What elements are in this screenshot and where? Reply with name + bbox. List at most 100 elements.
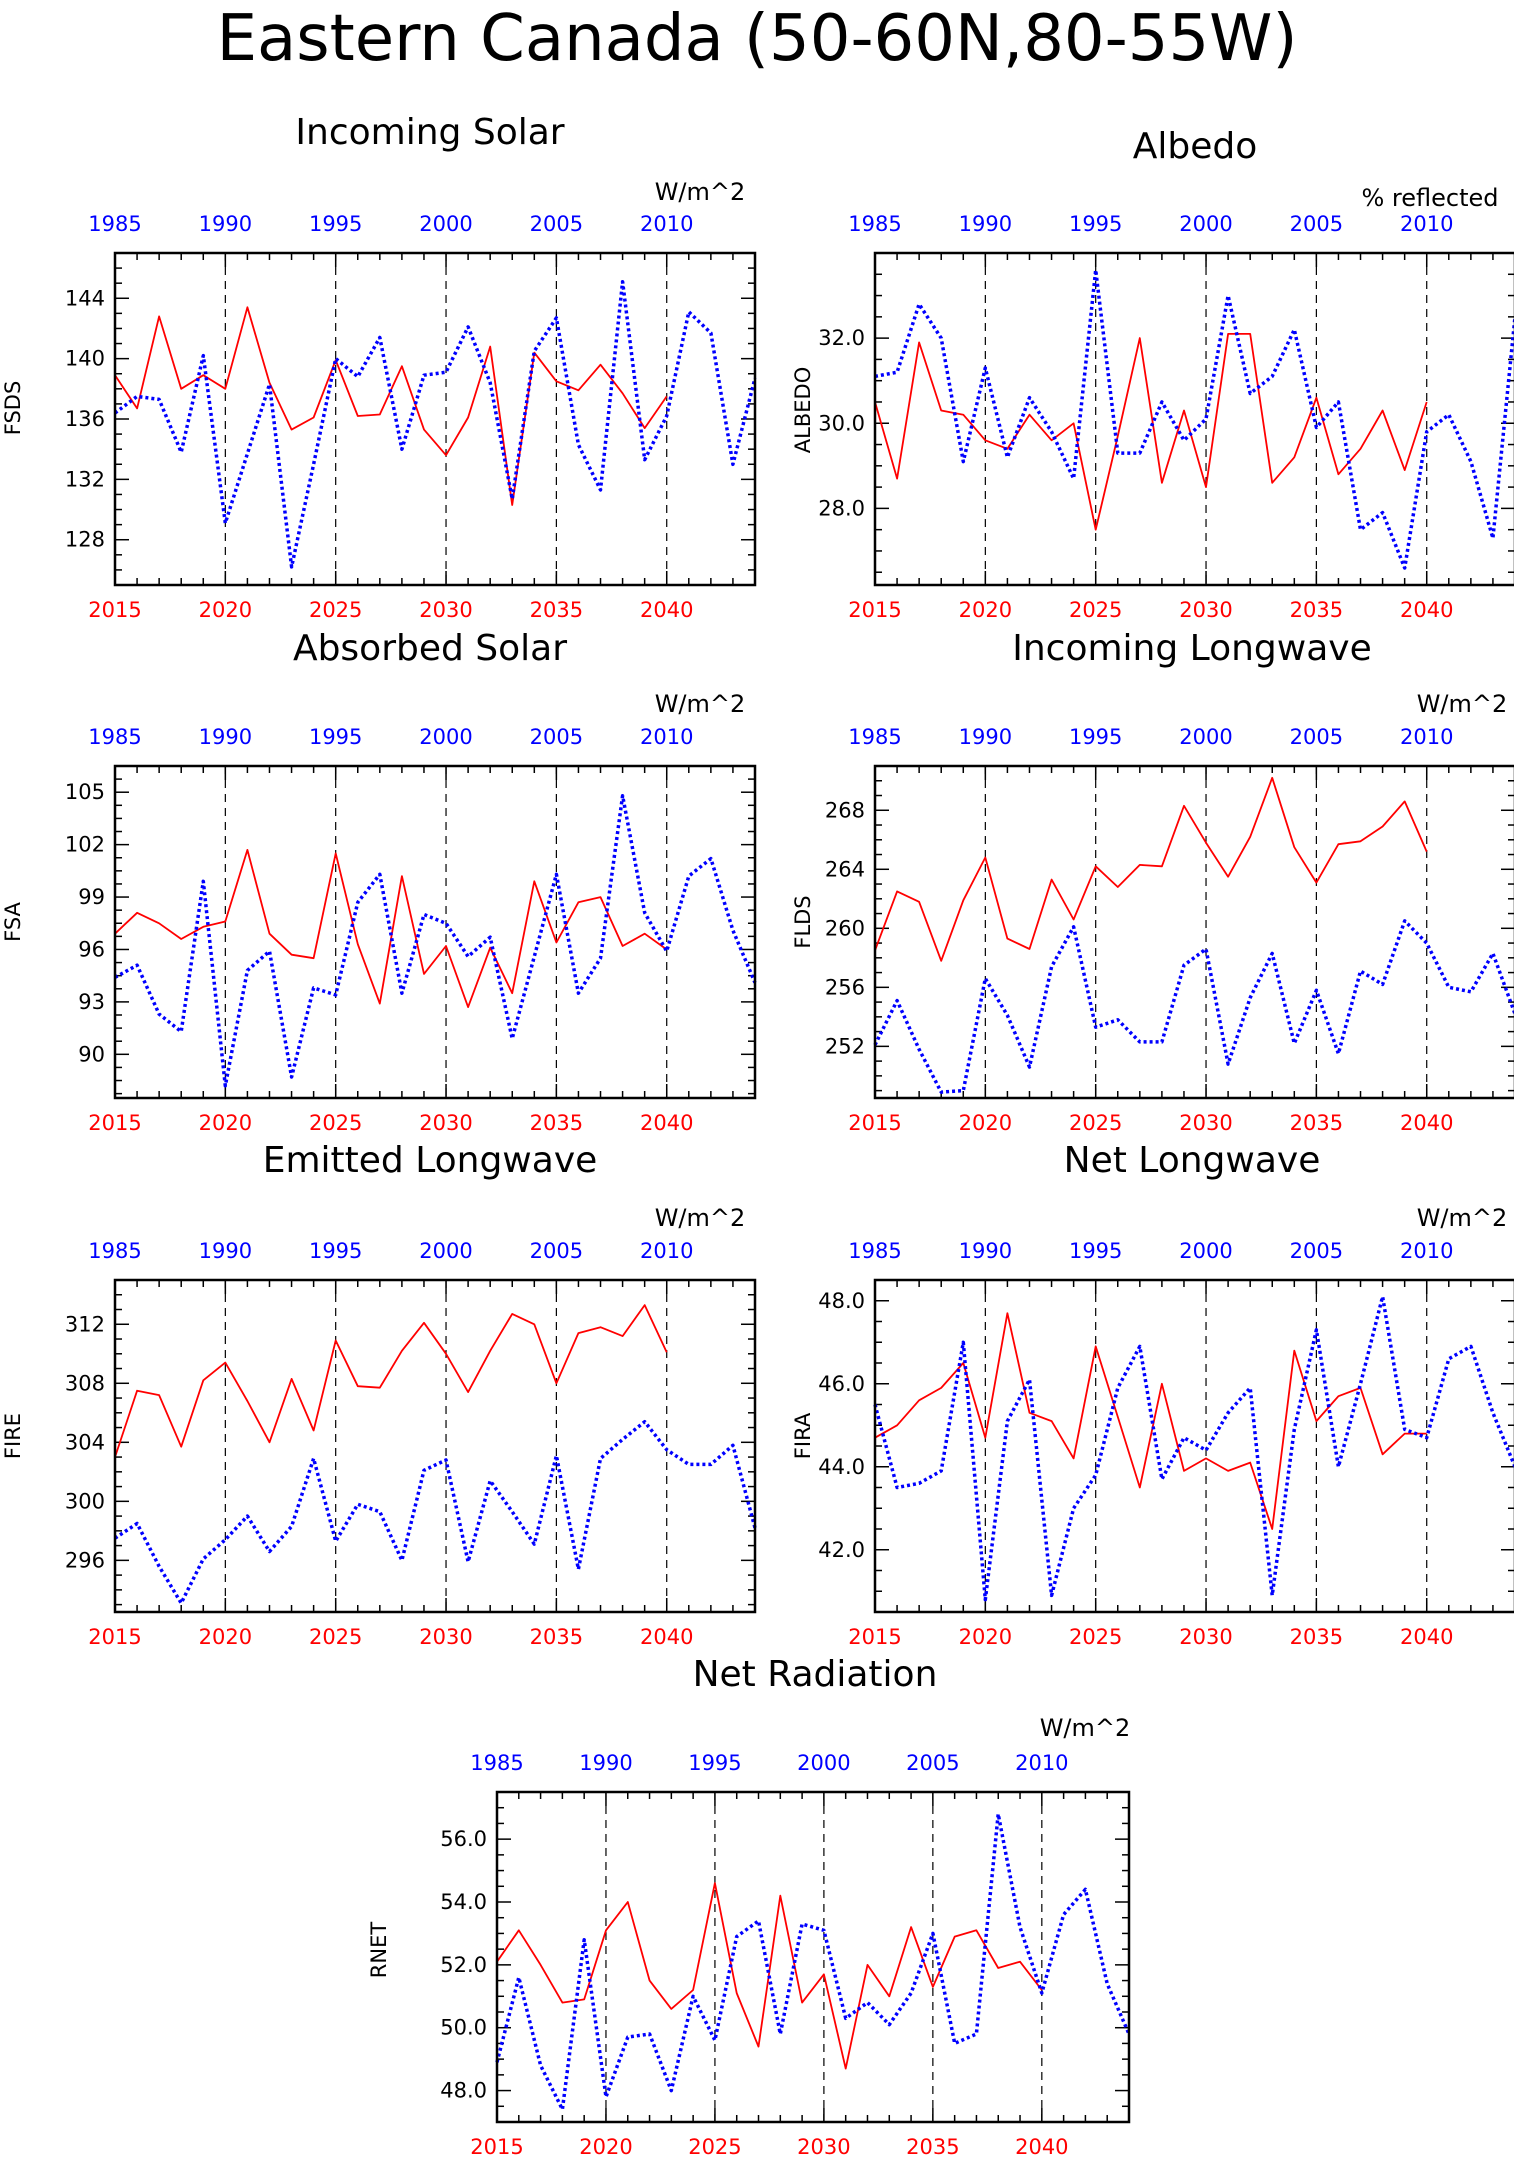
plot-frame (873, 1278, 1514, 1614)
y-axis-label: FIRA (791, 1412, 815, 1459)
y-tick-label: 312 (65, 1312, 105, 1336)
x-tick-label-future: 2025 (309, 598, 362, 622)
units-label: % reflected (1361, 184, 1498, 212)
y-axis-label: FSA (1, 901, 25, 941)
y-tick-label: 102 (65, 833, 105, 857)
x-tick-label-historical: 1985 (848, 212, 901, 236)
y-tick-label: 46.0 (818, 1372, 865, 1396)
series-line-historical (874, 268, 1514, 570)
y-axis-label: ALBEDO (791, 367, 815, 453)
units-label: W/m^2 (655, 690, 746, 718)
y-tick-label: 132 (65, 467, 105, 491)
x-tick-label-future: 2025 (1069, 1111, 1122, 1135)
x-tick-label-future: 2040 (640, 1111, 693, 1135)
x-tick-label-future: 2015 (88, 1111, 141, 1135)
x-tick-label-historical: 1990 (579, 1751, 632, 1775)
y-tick-label: 42.0 (818, 1538, 865, 1562)
x-tick-label-historical: 1990 (199, 725, 252, 749)
x-tick-label-future: 2040 (1400, 1111, 1453, 1135)
x-tick-label-future: 2040 (1400, 1625, 1453, 1649)
x-tick-label-historical: 2000 (419, 212, 472, 236)
x-tick-label-future: 2035 (530, 598, 583, 622)
y-tick-label: 54.0 (440, 1890, 487, 1914)
y-tick-label: 44.0 (818, 1455, 865, 1479)
y-tick-label: 308 (65, 1371, 105, 1395)
panel-title: Emitted Longwave (263, 1140, 598, 1181)
x-tick-label-future: 2030 (419, 598, 472, 622)
y-tick-label: 144 (65, 286, 105, 310)
x-tick-label-future: 2015 (848, 1111, 901, 1135)
x-tick-label-historical: 2010 (640, 212, 693, 236)
units-label: W/m^2 (1417, 1204, 1508, 1232)
x-tick-label-future: 2025 (1069, 1625, 1122, 1649)
x-tick-label-future: 2030 (1179, 1625, 1232, 1649)
x-tick-label-historical: 2005 (530, 725, 583, 749)
panel-title: Absorbed Solar (293, 628, 567, 669)
y-tick-label: 96 (78, 937, 105, 961)
y-tick-label: 48.0 (440, 2079, 487, 2103)
series-line-historical (114, 793, 757, 1088)
x-tick-label-historical: 1995 (309, 725, 362, 749)
panel-absorbed-solar: Absorbed Solar W/m^2 FSA 90 93 96 99 102 105 2… (1, 628, 757, 1135)
y-axis-label: RNET (367, 1922, 391, 1979)
y-tick-label: 30.0 (818, 411, 865, 435)
series-line-future (874, 1312, 1427, 1530)
y-tick-label: 99 (78, 885, 105, 909)
panel-title: Net Radiation (693, 1654, 938, 1695)
x-tick-label-historical: 1995 (1069, 725, 1122, 749)
x-tick-label-historical: 2000 (419, 1239, 472, 1263)
x-tick-label-future: 2015 (848, 598, 901, 622)
y-tick-label: 136 (65, 407, 105, 431)
x-tick-label-historical: 2000 (797, 1751, 850, 1775)
x-tick-label-future: 2035 (1290, 598, 1343, 622)
x-tick-label-historical: 2010 (640, 725, 693, 749)
x-tick-label-historical: 2010 (640, 1239, 693, 1263)
x-tick-label-future: 2030 (419, 1625, 472, 1649)
y-tick-label: 48.0 (818, 1289, 865, 1313)
x-tick-label-historical: 2005 (1290, 1239, 1343, 1263)
plot-frame (873, 251, 1514, 587)
x-tick-label-future: 2030 (1179, 598, 1232, 622)
y-tick-label: 52.0 (440, 1953, 487, 1977)
x-tick-label-future: 2030 (1179, 1111, 1232, 1135)
x-tick-label-historical: 2000 (1179, 212, 1232, 236)
y-tick-label: 264 (825, 857, 865, 881)
x-tick-label-historical: 1990 (199, 212, 252, 236)
x-tick-label-future: 2040 (1400, 598, 1453, 622)
series-line-future (114, 306, 668, 506)
units-label: W/m^2 (655, 178, 746, 206)
x-tick-label-historical: 2000 (419, 725, 472, 749)
panel-title: Incoming Longwave (1012, 628, 1372, 669)
x-tick-label-future: 2025 (688, 2135, 741, 2159)
panel-net-radiation: Net Radiation W/m^2 RNET 48.0 50.0 52.0 54.… (367, 1654, 1131, 2159)
x-tick-label-future: 2025 (309, 1625, 362, 1649)
series-line-historical (114, 1419, 757, 1605)
series-line-historical (873, 1294, 1514, 1602)
y-tick-label: 93 (78, 990, 105, 1014)
x-tick-label-historical: 1985 (88, 212, 141, 236)
series-line-historical (113, 279, 757, 569)
units-label: W/m^2 (1040, 1714, 1131, 1742)
plot-frame (113, 251, 757, 587)
y-tick-label: 256 (825, 975, 865, 999)
x-tick-label-historical: 2005 (906, 1751, 959, 1775)
x-tick-label-future: 2015 (88, 598, 141, 622)
y-tick-label: 268 (825, 798, 865, 822)
x-tick-label-historical: 2005 (530, 212, 583, 236)
x-tick-label-historical: 2010 (1015, 1751, 1068, 1775)
x-tick-label-historical: 2010 (1400, 1239, 1453, 1263)
x-tick-label-historical: 2005 (1290, 725, 1343, 749)
series-line-future (114, 1304, 668, 1458)
x-tick-label-historical: 1995 (1069, 212, 1122, 236)
y-tick-label: 28.0 (818, 496, 865, 520)
x-tick-label-historical: 2010 (1400, 212, 1453, 236)
y-tick-label: 296 (65, 1548, 105, 1572)
x-tick-label-historical: 2005 (1290, 212, 1343, 236)
x-tick-label-historical: 1995 (1069, 1239, 1122, 1263)
x-tick-label-future: 2015 (88, 1625, 141, 1649)
x-tick-label-historical: 1985 (848, 1239, 901, 1263)
plot-frame (113, 1278, 757, 1614)
panel-incoming-solar: Incoming Solar W/m^2 FSDS 128 132 136 140 14… (1, 112, 757, 622)
y-tick-label: 105 (65, 780, 105, 804)
